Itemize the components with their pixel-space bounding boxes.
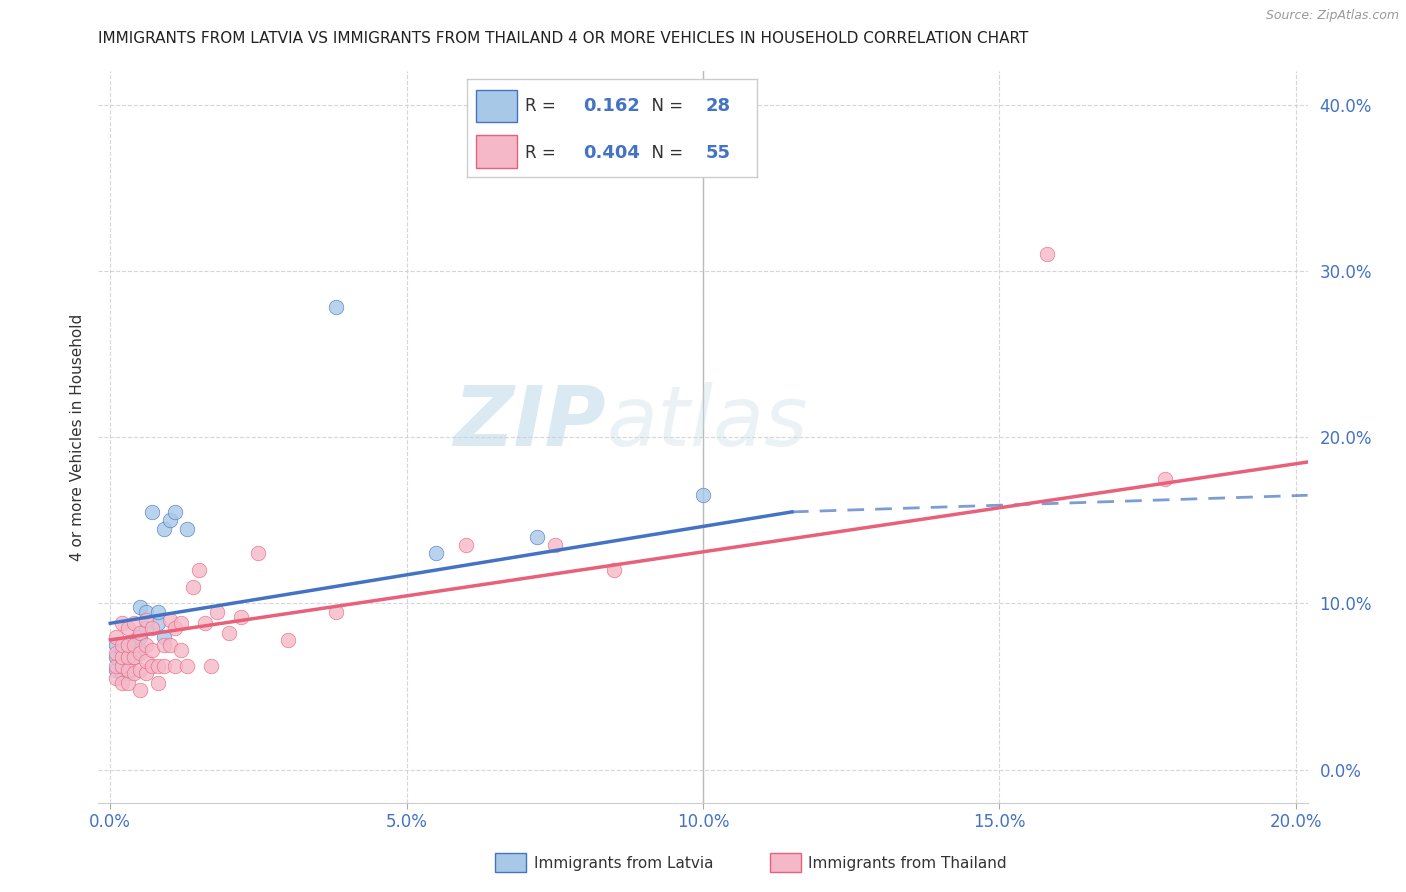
Point	[135, 638, 157, 652]
Point	[111, 643, 134, 657]
Point	[117, 621, 139, 635]
Point	[122, 638, 145, 652]
Point	[111, 638, 134, 652]
Point	[129, 663, 152, 677]
Point	[111, 659, 134, 673]
Point	[229, 609, 252, 624]
Point	[247, 546, 270, 560]
Point	[152, 659, 174, 673]
Point	[200, 659, 222, 673]
Point	[105, 649, 128, 664]
Point	[1154, 472, 1177, 486]
Point	[129, 599, 152, 614]
Point	[188, 563, 211, 577]
Text: ZIP: ZIP	[454, 382, 606, 463]
Point	[152, 630, 174, 644]
Point	[111, 649, 134, 664]
Point	[122, 632, 145, 647]
Point	[205, 605, 228, 619]
Point	[105, 638, 128, 652]
Point	[277, 632, 299, 647]
Point	[135, 655, 157, 669]
Point	[181, 580, 204, 594]
Point	[135, 666, 157, 681]
Point	[170, 616, 193, 631]
Point	[146, 605, 169, 619]
Point	[117, 638, 139, 652]
Text: Immigrants from Latvia: Immigrants from Latvia	[534, 856, 714, 871]
Point	[135, 621, 157, 635]
Point	[111, 616, 134, 631]
Point	[117, 666, 139, 681]
Point	[544, 538, 567, 552]
Point	[146, 676, 169, 690]
Point	[218, 626, 240, 640]
Point	[122, 666, 145, 681]
Point	[117, 649, 139, 664]
Point	[141, 621, 163, 635]
Point	[176, 659, 198, 673]
Point	[141, 505, 163, 519]
FancyBboxPatch shape	[495, 853, 526, 872]
Point	[165, 621, 187, 635]
Point	[117, 638, 139, 652]
Point	[146, 659, 169, 673]
Point	[105, 630, 128, 644]
Point	[165, 659, 187, 673]
Text: Immigrants from Thailand: Immigrants from Thailand	[808, 856, 1007, 871]
Point	[176, 521, 198, 535]
Point	[159, 513, 181, 527]
Point	[325, 301, 347, 315]
Point	[122, 649, 145, 664]
Point	[122, 649, 145, 664]
Text: atlas: atlas	[606, 382, 808, 463]
Point	[425, 546, 447, 560]
Point	[122, 616, 145, 631]
Point	[111, 676, 134, 690]
Point	[194, 616, 217, 631]
Point	[159, 638, 181, 652]
Point	[325, 605, 347, 619]
Point	[117, 663, 139, 677]
Point	[146, 616, 169, 631]
FancyBboxPatch shape	[770, 853, 801, 872]
Point	[159, 613, 181, 627]
Point	[141, 659, 163, 673]
Point	[105, 646, 128, 660]
Point	[129, 643, 152, 657]
Point	[165, 505, 187, 519]
Point	[105, 663, 128, 677]
Point	[135, 605, 157, 619]
Point	[129, 626, 152, 640]
Point	[111, 666, 134, 681]
Point	[170, 643, 193, 657]
Point	[129, 682, 152, 697]
Point	[117, 649, 139, 664]
Point	[135, 613, 157, 627]
Text: IMMIGRANTS FROM LATVIA VS IMMIGRANTS FROM THAILAND 4 OR MORE VEHICLES IN HOUSEHO: IMMIGRANTS FROM LATVIA VS IMMIGRANTS FRO…	[98, 31, 1029, 46]
Point	[105, 659, 128, 673]
Point	[111, 655, 134, 669]
Point	[129, 646, 152, 660]
Point	[603, 563, 626, 577]
Point	[152, 521, 174, 535]
Point	[526, 530, 548, 544]
Y-axis label: 4 or more Vehicles in Household: 4 or more Vehicles in Household	[69, 313, 84, 561]
Point	[692, 488, 714, 502]
Point	[141, 643, 163, 657]
Point	[117, 676, 139, 690]
Point	[129, 630, 152, 644]
Text: Source: ZipAtlas.com: Source: ZipAtlas.com	[1265, 9, 1399, 22]
Point	[1036, 247, 1059, 261]
Point	[152, 638, 174, 652]
Point	[454, 538, 477, 552]
Point	[105, 671, 128, 685]
